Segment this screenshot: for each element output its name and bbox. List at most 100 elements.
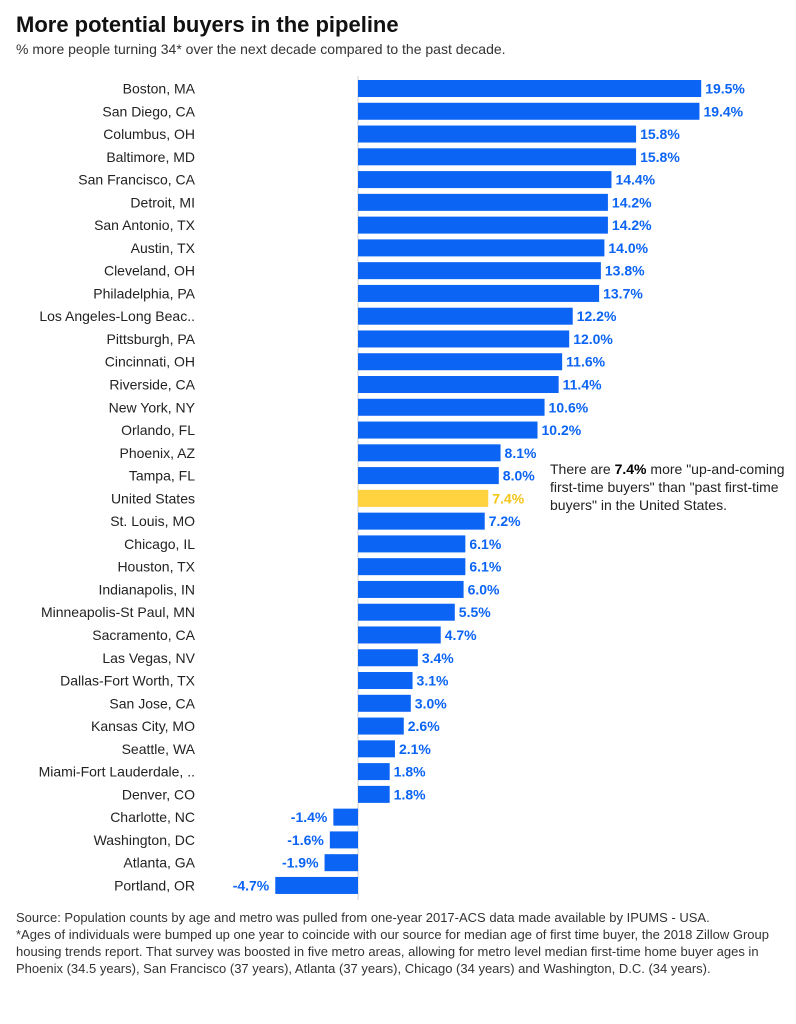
value-label: 19.4% [703, 103, 743, 119]
category-label: Washington, DC [94, 832, 195, 848]
category-label: Philadelphia, PA [93, 285, 195, 301]
category-label: Atlanta, GA [123, 855, 195, 871]
category-label: New York, NY [109, 399, 196, 415]
category-label: Boston, MA [123, 81, 196, 97]
bar [358, 694, 411, 712]
bar [358, 717, 404, 735]
value-label: 11.4% [563, 377, 602, 393]
value-label: 14.2% [612, 217, 652, 233]
category-label: Las Vegas, NV [102, 650, 195, 666]
value-label: 14.4% [615, 172, 655, 188]
annotation-suffix: more "up-and-coming first-time buyers" t… [550, 461, 785, 513]
bar [329, 831, 358, 849]
value-label: 8.1% [505, 445, 537, 461]
bar [358, 330, 570, 348]
bar [358, 421, 538, 439]
value-label: 10.6% [549, 399, 589, 415]
value-label: 3.1% [417, 673, 449, 689]
category-label: St. Louis, MO [110, 513, 195, 529]
bar [333, 808, 358, 826]
category-label: Charlotte, NC [110, 809, 195, 825]
bar [358, 672, 413, 690]
bar [358, 444, 501, 462]
chart-subtitle: % more people turning 34* over the next … [16, 41, 506, 57]
category-label: Denver, CO [122, 786, 195, 802]
category-label: San Diego, CA [102, 103, 195, 119]
value-label: 13.8% [605, 263, 645, 279]
value-label: 1.8% [394, 786, 426, 802]
value-label: 11.6% [566, 354, 605, 370]
bar [358, 353, 563, 371]
bar [358, 262, 601, 280]
us-annotation: There are 7.4% more "up-and-coming first… [550, 460, 796, 514]
bar [358, 763, 390, 781]
source-note: Source: Population counts by age and met… [16, 910, 710, 925]
bar [358, 80, 702, 97]
category-label: Cleveland, OH [104, 263, 195, 279]
value-label: 14.2% [612, 194, 652, 210]
bar [358, 284, 600, 302]
bar [275, 876, 358, 894]
value-label: 2.1% [399, 741, 431, 757]
category-label: Houston, TX [117, 559, 195, 575]
annotation-prefix: There are [550, 461, 615, 477]
value-label: 10.2% [542, 422, 582, 438]
category-label: Columbus, OH [103, 126, 195, 142]
chart-title: More potential buyers in the pipeline [16, 12, 399, 37]
bar [358, 307, 573, 325]
category-label: Indianapolis, IN [98, 581, 195, 597]
value-label: 4.7% [445, 627, 477, 643]
bar [358, 603, 455, 621]
bar [358, 125, 637, 143]
value-label: -1.4% [291, 809, 328, 825]
bar [358, 216, 608, 234]
category-label: Dallas-Fort Worth, TX [60, 673, 196, 689]
category-label: Pittsburgh, PA [107, 331, 196, 347]
bar [358, 740, 395, 758]
bar [324, 854, 358, 872]
value-label: 2.6% [408, 718, 440, 734]
category-label: Los Angeles-Long Beac.. [39, 308, 195, 324]
bar [358, 512, 485, 530]
footer: Source: Population counts by age and met… [16, 909, 782, 977]
value-label: -1.9% [282, 855, 319, 871]
value-label: 5.5% [459, 604, 491, 620]
value-label: 3.0% [415, 695, 447, 711]
bar [358, 376, 559, 394]
category-label: Orlando, FL [121, 422, 195, 438]
value-label: 3.4% [422, 650, 454, 666]
category-label: San Antonio, TX [94, 217, 196, 233]
value-label: 13.7% [603, 285, 643, 301]
bar [358, 102, 700, 120]
value-label: 7.4% [492, 490, 524, 506]
value-label: 12.2% [577, 308, 617, 324]
bar [358, 398, 545, 416]
category-label: Portland, OR [114, 877, 195, 893]
category-label: Chicago, IL [124, 536, 195, 552]
bar [358, 649, 418, 667]
value-label: 1.8% [394, 764, 426, 780]
value-label: 15.8% [640, 126, 680, 142]
value-label: 6.1% [469, 536, 501, 552]
value-label: 19.5% [705, 81, 745, 97]
annotation-highlight: 7.4% [614, 461, 647, 477]
bar-highlight [358, 489, 489, 507]
bar [358, 193, 608, 211]
category-label: Tampa, FL [129, 468, 195, 484]
bar [358, 148, 637, 166]
bar [358, 171, 612, 189]
category-label: Miami-Fort Lauderdale, .. [39, 764, 195, 780]
category-label: Sacramento, CA [92, 627, 195, 643]
methodology-note: *Ages of individuals were bumped up one … [16, 927, 769, 976]
value-label: 12.0% [573, 331, 613, 347]
value-label: 14.0% [608, 240, 648, 256]
bar [358, 626, 441, 644]
bar [358, 558, 466, 576]
bar [358, 535, 466, 553]
category-label: United States [111, 490, 195, 506]
category-label: Seattle, WA [122, 741, 196, 757]
category-label: Baltimore, MD [106, 149, 195, 165]
category-label: San Francisco, CA [78, 172, 195, 188]
value-label: -1.6% [287, 832, 324, 848]
category-label: San Jose, CA [109, 695, 195, 711]
